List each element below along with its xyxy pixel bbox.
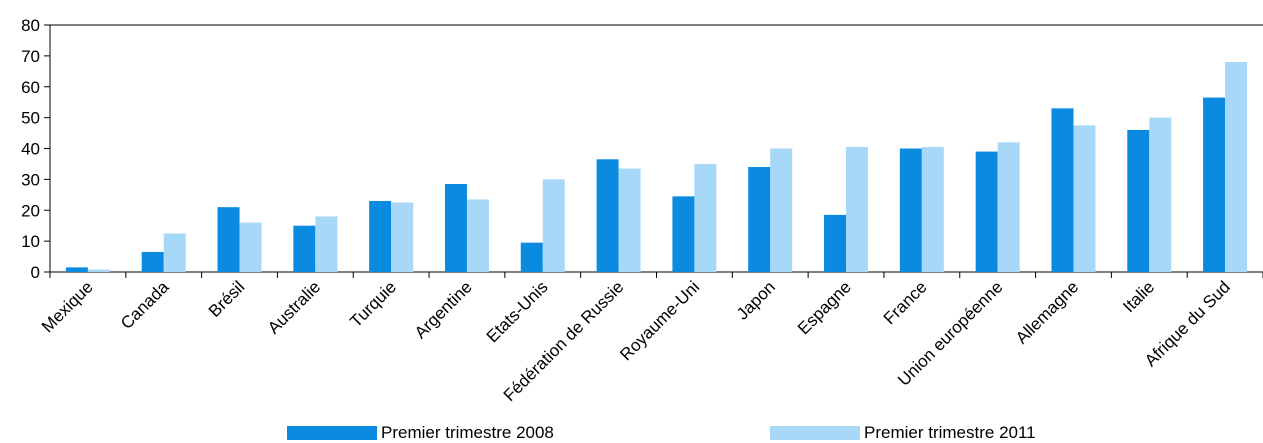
bar-2011: [770, 148, 793, 272]
legend-label-2011: Premier trimestre 2011: [864, 423, 1036, 442]
bar-2008: [672, 196, 695, 272]
x-category-label: Mexique: [38, 277, 97, 336]
bar-2008: [444, 184, 467, 272]
x-category-label: Etats-Unis: [483, 277, 552, 346]
x-category-label: Allemagne: [1012, 277, 1082, 347]
x-category-label: Italie: [1119, 277, 1158, 316]
bar-2008: [293, 225, 316, 272]
bar-2008: [824, 214, 847, 272]
bar-2008: [141, 251, 164, 272]
y-tick-label: 60: [21, 78, 40, 97]
bar-2008: [1051, 108, 1074, 272]
bar-2008: [217, 207, 240, 272]
bar-2008: [1203, 97, 1226, 273]
legend-item-2008: Premier trimestre 2008: [287, 423, 554, 443]
legend-swatch-2008: [287, 426, 377, 440]
y-tick-label: 20: [21, 201, 40, 220]
y-tick-label: 70: [21, 47, 40, 66]
bar-2008: [520, 242, 543, 272]
bar-2011: [1149, 117, 1172, 272]
bar-2011: [239, 222, 262, 272]
bar-2008: [975, 151, 998, 272]
bar-2011: [542, 179, 565, 272]
bar-2011: [466, 199, 489, 272]
x-category-label: France: [880, 277, 931, 328]
bar-2011: [618, 168, 641, 272]
legend: Premier trimestre 2008 Premier trimestre…: [0, 423, 1263, 443]
legend-label-2008: Premier trimestre 2008: [381, 423, 554, 442]
y-tick-label: 0: [31, 263, 40, 282]
bar-chart: 0 10 20 30 40 50 60 70 80 Mexique Canada Brésil Aus…: [21, 16, 1263, 405]
bars: [65, 62, 1248, 273]
x-category-label: Argentine: [411, 277, 476, 342]
y-tick-label: 30: [21, 170, 40, 189]
bar-2011: [1073, 125, 1096, 272]
bar-2011: [997, 142, 1020, 272]
bar-2011: [921, 146, 944, 272]
legend-swatch-2011: [770, 426, 860, 440]
y-tick-label: 40: [21, 140, 40, 159]
x-category-label: Brésil: [205, 277, 248, 320]
bar-2011: [87, 269, 110, 272]
bar-2008: [65, 267, 88, 272]
x-category-label: Canada: [117, 277, 173, 333]
category-labels: Mexique Canada Brésil Australie Turquie Argen…: [38, 277, 1234, 405]
y-tick-label: 80: [21, 16, 40, 35]
bar-2008: [899, 148, 922, 272]
bar-2008: [369, 200, 392, 272]
bar-2011: [694, 163, 717, 272]
x-category-label: Royaume-Uni: [616, 277, 703, 364]
x-category-label: Turquie: [346, 277, 400, 331]
y-tick-label: 50: [21, 109, 40, 128]
x-category-label: Japon: [733, 277, 779, 323]
x-category-label: Australie: [264, 277, 324, 337]
bar-2008: [596, 159, 619, 272]
bar-2011: [163, 233, 186, 272]
bar-2011: [1225, 62, 1248, 272]
bar-2011: [391, 202, 414, 272]
y-tick-label: 10: [21, 232, 40, 251]
bar-2011: [315, 216, 338, 272]
bar-2008: [748, 167, 771, 272]
bar-2011: [846, 146, 869, 272]
x-category-label: Espagne: [794, 277, 855, 338]
legend-item-2011: Premier trimestre 2011: [770, 423, 1036, 443]
bar-2008: [1127, 129, 1150, 272]
